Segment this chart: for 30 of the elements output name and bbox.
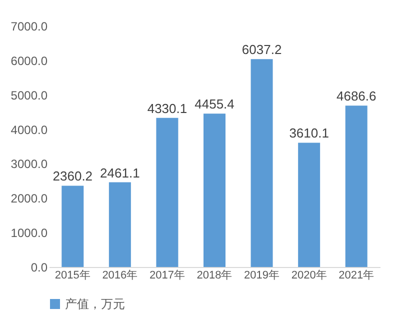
data-label: 4686.6 bbox=[336, 88, 376, 104]
y-tick-label: 7000.0 bbox=[10, 20, 48, 34]
y-tick-label: 1000.0 bbox=[10, 226, 48, 240]
y-tick-label: 2000.0 bbox=[10, 192, 48, 206]
x-tick-label: 2021年 bbox=[338, 270, 374, 282]
data-label: 3610.1 bbox=[289, 126, 329, 141]
y-tick-label: 0.0 bbox=[30, 260, 48, 274]
data-label: 4330.1 bbox=[147, 100, 188, 116]
data-label: 2360.2 bbox=[52, 168, 93, 184]
data-label: 4455.4 bbox=[194, 96, 234, 112]
y-tick-label: 4000.0 bbox=[10, 122, 48, 137]
legend-label: 产值，万元 bbox=[65, 297, 125, 311]
x-tick-label: 2017年 bbox=[149, 270, 185, 282]
x-tick-label: 2019年 bbox=[244, 270, 280, 282]
x-tick-label: 2018年 bbox=[196, 270, 232, 282]
bar bbox=[62, 186, 84, 267]
bar bbox=[298, 142, 320, 267]
y-tick-label: 5000.0 bbox=[10, 88, 48, 102]
x-tick-label: 2015年 bbox=[54, 270, 90, 282]
bar bbox=[156, 118, 178, 267]
bar bbox=[345, 106, 368, 267]
bar bbox=[204, 114, 226, 267]
data-label: 6037.2 bbox=[242, 42, 282, 58]
bar bbox=[108, 182, 131, 267]
y-tick-label: 6000.0 bbox=[10, 54, 48, 68]
x-tick-label: 2020年 bbox=[291, 270, 327, 282]
bar bbox=[250, 59, 273, 267]
data-label: 2461.1 bbox=[100, 165, 140, 180]
x-tick-label: 2016年 bbox=[102, 270, 138, 282]
y-tick-label: 3000.0 bbox=[10, 157, 48, 172]
